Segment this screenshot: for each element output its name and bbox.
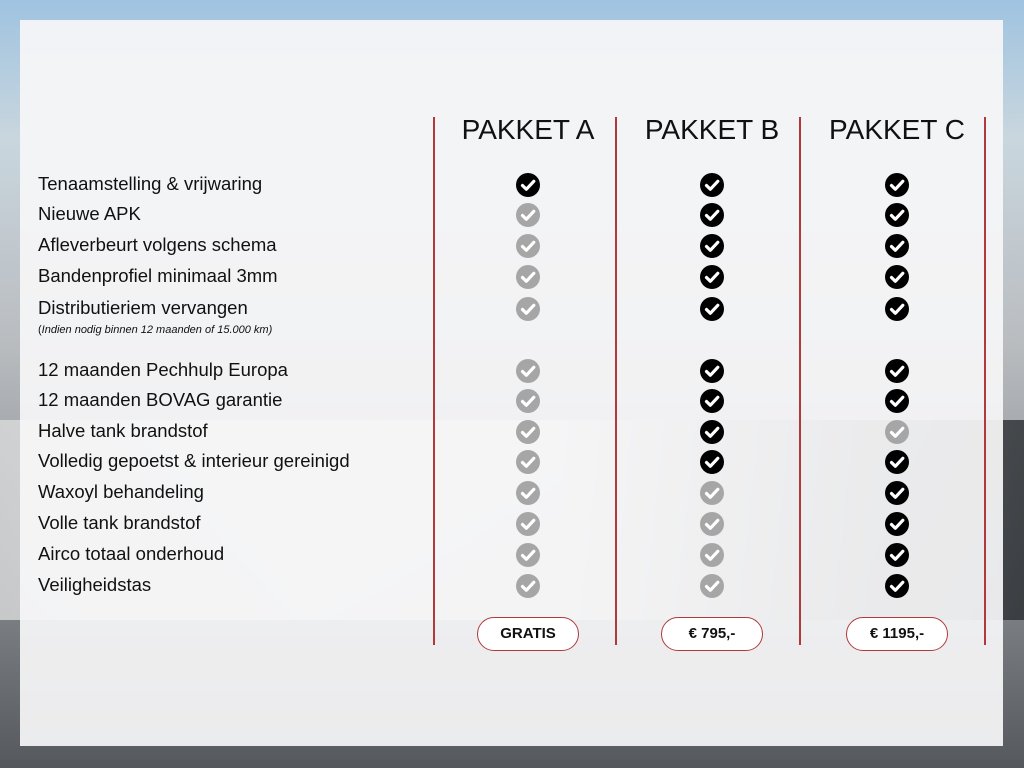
check-excluded-icon — [700, 543, 724, 567]
feature-label: Nieuwe APK — [38, 203, 141, 224]
feature-label: Afleverbeurt volgens schema — [38, 234, 277, 255]
check-included-icon — [885, 234, 909, 258]
feature-label: Bandenprofiel minimaal 3mm — [38, 265, 278, 286]
check-included-icon — [885, 359, 909, 383]
column-divider — [799, 117, 801, 645]
check-excluded-icon — [700, 512, 724, 536]
check-excluded-icon — [516, 543, 540, 567]
package-header: PAKKET A — [461, 114, 595, 145]
feature-label: Tenaamstelling & vrijwaring — [38, 173, 263, 194]
check-included-icon — [885, 203, 909, 227]
feature-label: Distributieriem vervangen — [38, 297, 248, 318]
check-included-icon — [885, 389, 909, 413]
check-excluded-icon — [700, 481, 724, 505]
feature-label: Volledig gepoetst & interieur gereinigd — [38, 450, 350, 471]
check-excluded-icon — [516, 574, 540, 598]
check-included-icon — [885, 297, 909, 321]
feature-label: Waxoyl behandeling — [38, 481, 204, 502]
check-included-icon — [700, 420, 724, 444]
check-excluded-icon — [516, 297, 540, 321]
check-included-icon — [885, 265, 909, 289]
check-included-icon — [516, 173, 540, 197]
package-header: PAKKET B — [644, 114, 780, 145]
check-excluded-icon — [516, 234, 540, 258]
feature-label: Halve tank brandstof — [38, 420, 208, 441]
feature-label: Airco totaal onderhoud — [38, 543, 225, 564]
column-divider — [984, 117, 986, 645]
check-excluded-icon — [516, 265, 540, 289]
check-included-icon — [885, 173, 909, 197]
feature-label: 12 maanden BOVAG garantie — [38, 389, 283, 410]
feature-label: Veiligheidstas — [38, 574, 152, 595]
check-included-icon — [700, 265, 724, 289]
check-included-icon — [700, 203, 724, 227]
column-divider — [433, 117, 435, 645]
check-excluded-icon — [885, 420, 909, 444]
check-included-icon — [700, 297, 724, 321]
feature-label: Volle tank brandstof — [38, 512, 201, 533]
feature-label: 12 maanden Pechhulp Europa — [38, 359, 288, 380]
check-excluded-icon — [516, 203, 540, 227]
check-included-icon — [700, 389, 724, 413]
check-excluded-icon — [516, 420, 540, 444]
column-divider — [615, 117, 617, 645]
check-included-icon — [885, 574, 909, 598]
check-excluded-icon — [516, 450, 540, 474]
check-included-icon — [700, 359, 724, 383]
check-included-icon — [700, 234, 724, 258]
package-header: PAKKET C — [829, 114, 965, 145]
check-included-icon — [885, 512, 909, 536]
check-included-icon — [885, 543, 909, 567]
price-button[interactable]: € 1195,- — [846, 617, 948, 651]
price-button[interactable]: GRATIS — [477, 617, 579, 651]
check-excluded-icon — [700, 574, 724, 598]
check-excluded-icon — [516, 359, 540, 383]
footnote: (Indien nodig binnen 12 maanden of 15.00… — [38, 324, 273, 336]
check-excluded-icon — [516, 481, 540, 505]
check-excluded-icon — [516, 389, 540, 413]
check-excluded-icon — [516, 512, 540, 536]
check-included-icon — [885, 450, 909, 474]
check-included-icon — [885, 481, 909, 505]
check-included-icon — [700, 450, 724, 474]
price-button[interactable]: € 795,- — [661, 617, 763, 651]
check-included-icon — [700, 173, 724, 197]
